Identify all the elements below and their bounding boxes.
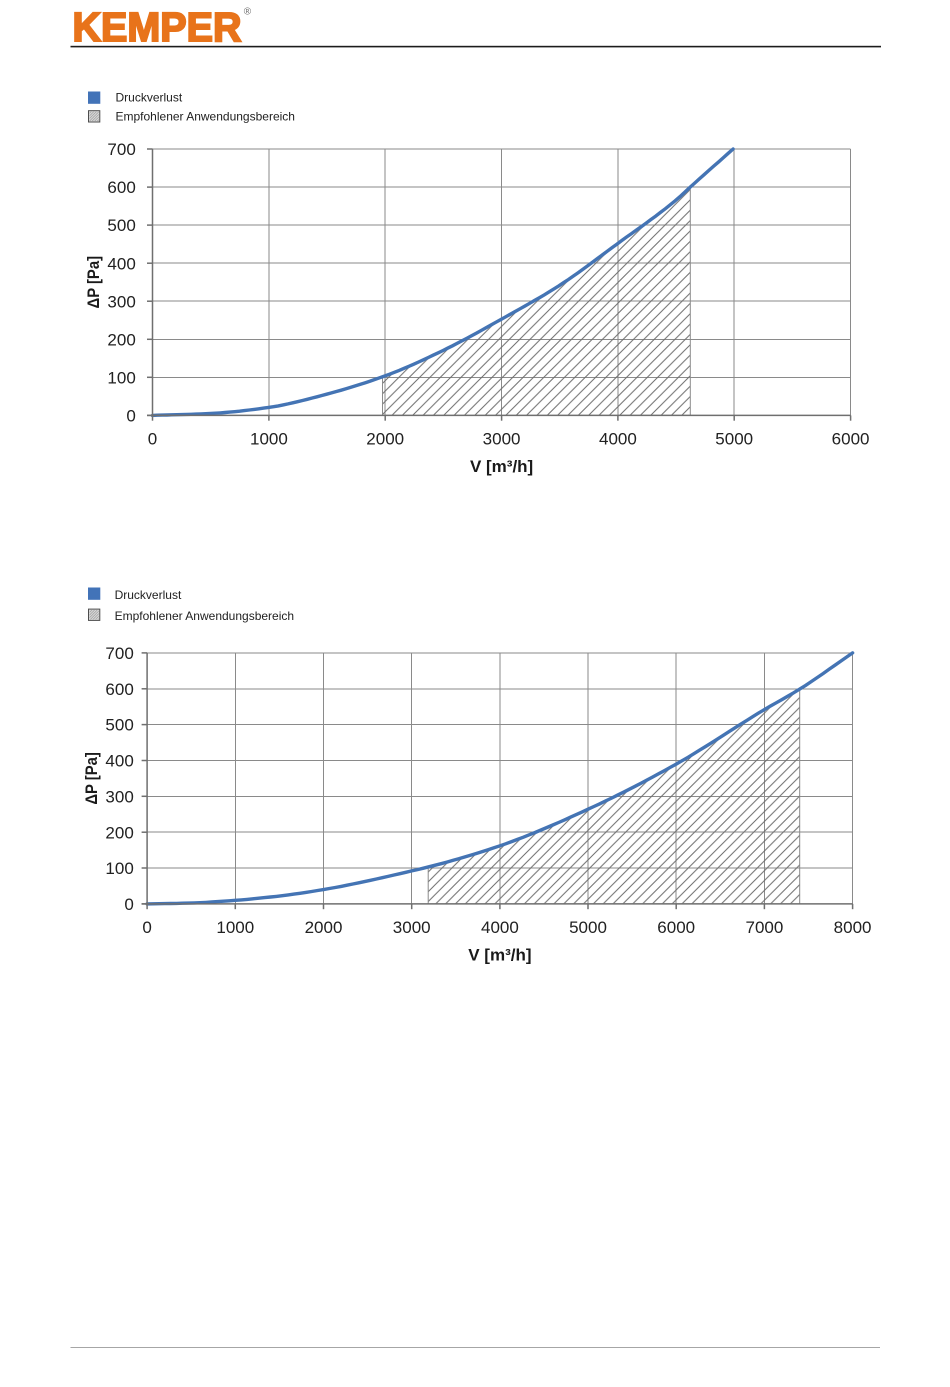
svg-text:®: ®: [244, 7, 252, 18]
svg-text:100: 100: [105, 859, 133, 878]
svg-text:300: 300: [107, 292, 135, 311]
svg-text:3000: 3000: [393, 918, 431, 937]
svg-text:7000: 7000: [745, 918, 783, 937]
svg-text:V [m³/h]: V [m³/h]: [468, 945, 531, 964]
svg-text:300: 300: [105, 787, 133, 806]
svg-text:600: 600: [107, 178, 135, 197]
svg-text:0: 0: [126, 407, 135, 426]
svg-text:200: 200: [107, 330, 135, 349]
svg-text:5000: 5000: [569, 918, 607, 937]
svg-text:0: 0: [142, 918, 151, 937]
svg-text:200: 200: [105, 823, 133, 842]
svg-text:500: 500: [107, 216, 135, 235]
svg-text:Druckverlust: Druckverlust: [116, 91, 183, 105]
svg-text:5000: 5000: [715, 429, 753, 448]
svg-text:4000: 4000: [599, 429, 637, 448]
svg-text:600: 600: [105, 680, 133, 699]
svg-text:Druckverlust: Druckverlust: [115, 588, 182, 602]
svg-text:Empfohlener Anwendungsbereich: Empfohlener Anwendungsbereich: [116, 109, 295, 123]
svg-text:1000: 1000: [216, 918, 254, 937]
svg-text:0: 0: [148, 429, 157, 448]
svg-text:6000: 6000: [832, 429, 870, 448]
svg-text:ΔP [Pa]: ΔP [Pa]: [82, 752, 101, 805]
svg-text:400: 400: [107, 254, 135, 273]
svg-text:400: 400: [105, 752, 133, 771]
svg-text:700: 700: [107, 140, 135, 159]
svg-text:Empfohlener Anwendungsbereich: Empfohlener Anwendungsbereich: [115, 609, 294, 623]
svg-text:2000: 2000: [305, 918, 343, 937]
svg-text:1000: 1000: [250, 429, 288, 448]
svg-text:KEMPER: KEMPER: [73, 4, 242, 50]
svg-text:2000: 2000: [366, 429, 404, 448]
svg-text:6000: 6000: [657, 918, 695, 937]
svg-text:8000: 8000: [834, 918, 872, 937]
svg-text:ΔP [Pa]: ΔP [Pa]: [84, 256, 103, 309]
svg-text:4000: 4000: [481, 918, 519, 937]
svg-text:500: 500: [105, 716, 133, 735]
svg-text:700: 700: [105, 644, 133, 663]
svg-text:V [m³/h]: V [m³/h]: [470, 457, 533, 476]
svg-text:100: 100: [107, 368, 135, 387]
svg-text:3000: 3000: [483, 429, 521, 448]
svg-text:0: 0: [124, 895, 133, 914]
